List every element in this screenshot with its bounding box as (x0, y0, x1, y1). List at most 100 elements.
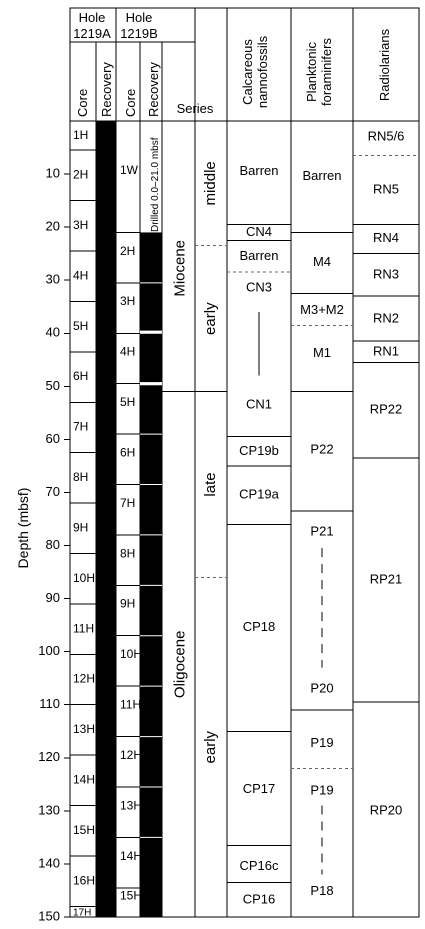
core-label-1219b: 1W (120, 163, 139, 177)
radiolarian-zone-label: RN1 (373, 343, 399, 358)
depth-axis-label: Depth (mbsf) (15, 488, 31, 569)
radiolarian-zone-label: RN5 (373, 181, 399, 196)
depth-tick-label: 130 (38, 802, 60, 817)
forams-zone-label: M4 (313, 254, 331, 269)
series-label: Miocene (171, 240, 188, 297)
core-label-1219b: 8H (120, 546, 135, 560)
hole-b-title-line1: Hole (126, 10, 153, 25)
core-label-1219a: 15H (73, 823, 95, 837)
nanno-zone-label: CP19b (239, 443, 279, 458)
depth-tick-label: 150 (38, 908, 60, 923)
forams-zone-label: M1 (313, 345, 331, 360)
hole-b-title-line2: 1219B (120, 26, 158, 41)
label-layer: 10 20 30 40 50 60 70 80 90 100 110 120 130 140 150 1H 2H… (38, 128, 404, 924)
radiolarian-zone-label: RN2 (373, 310, 399, 325)
forams-range-label: P20 (310, 680, 333, 695)
core-label-1219b: 9H (120, 597, 135, 611)
subseries-label: middle (202, 161, 219, 205)
core-label-1219a: 14H (73, 773, 95, 787)
nanno-zone-label: CP17 (243, 781, 276, 796)
nanno-zone-label: CP18 (243, 619, 276, 634)
radiolarian-zone-label: RP21 (370, 571, 403, 586)
forams-zone-label: Barren (302, 168, 341, 183)
subseries-label: late (202, 472, 219, 496)
forams-zone-label: P19 (310, 783, 333, 798)
nanno-zone-label: Barren (239, 163, 278, 178)
hole-a-title-line1: Hole (79, 10, 106, 25)
depth-tick-label: 90 (46, 590, 60, 605)
depth-tick-label: 50 (46, 378, 60, 393)
depth-tick-label: 70 (46, 484, 60, 499)
radiolarians-header: Radiolarians (377, 28, 392, 101)
core-label-1219a: 17H (73, 908, 91, 919)
nanno-zone-label: Barren (239, 248, 278, 263)
depth-tick-label: 110 (39, 696, 60, 711)
core-label-1219b: 3H (120, 294, 135, 308)
core-label-1219b: 14H (120, 849, 142, 863)
radiolarian-zone-label: RN4 (373, 230, 399, 245)
core-label-1219b: 5H (120, 395, 135, 409)
forams-header-line1: Planktonic (304, 42, 319, 102)
depth-tick-label: 40 (46, 325, 60, 340)
forams-range-label: P18 (310, 883, 333, 898)
core-label-1219a: 10H (73, 571, 95, 585)
core-label-1219a: 2H (73, 168, 88, 182)
grid-layer (64, 7, 420, 918)
hole-a-core-header: Core (75, 89, 90, 117)
core-label-1219b: 10H (120, 647, 142, 661)
drilled-note: Drilled 0.0–21.0 mbsf (150, 137, 161, 232)
core-label-1219a: 9H (73, 520, 88, 534)
hole-b-core-header: Core (123, 89, 138, 117)
radiolarian-zone-label: RN3 (373, 266, 399, 281)
nanno-zone-label: CP16c (239, 858, 279, 873)
nanno-zone-label: CP16 (243, 891, 276, 906)
core-label-1219a: 5H (73, 319, 88, 333)
subseries-label: early (202, 302, 219, 335)
forams-zone-label: P19 (310, 735, 333, 750)
recovery-fill-layer (96, 121, 162, 917)
nanno-header-line2: nannofossils (255, 35, 270, 108)
core-label-1219a: 16H (73, 873, 95, 887)
hole-a-title-line2: 1219A (73, 26, 111, 41)
nanno-range-label: CN1 (246, 396, 272, 411)
radiolarian-zone-label: RP22 (370, 402, 403, 417)
hole-a-recovery-header: Recovery (99, 62, 114, 117)
subseries-label: early (202, 730, 219, 763)
boundary-layer (162, 154, 419, 884)
depth-tick-label: 20 (46, 219, 60, 234)
recovery-gap-1219b (140, 330, 162, 334)
nanno-zone-label: CN3 (246, 280, 272, 295)
depth-tick-label: 120 (38, 749, 60, 764)
core-label-1219a: 13H (73, 722, 95, 736)
core-label-1219a: 8H (73, 470, 88, 484)
core-label-1219b: 4H (120, 345, 135, 359)
recovery-bar-1219a (96, 121, 116, 917)
forams-zone-label: P21 (310, 524, 333, 539)
core-label-1219a: 7H (73, 420, 88, 434)
core-label-1219a: 1H (73, 128, 88, 142)
depth-tick-label: 10 (46, 166, 60, 181)
forams-zone-label: M3+M2 (300, 302, 344, 317)
core-label-1219b: 13H (120, 798, 142, 812)
recovery-bar-1219b (140, 232, 162, 917)
core-label-1219b: 12H (120, 748, 142, 762)
core-label-1219b: 2H (120, 244, 135, 258)
depth-tick-label: 140 (38, 855, 60, 870)
core-label-1219b: 15H (120, 889, 142, 903)
core-label-1219b: 7H (120, 496, 135, 510)
core-label-1219b: 11H (120, 698, 141, 712)
depth-tick-label: 60 (46, 431, 60, 446)
nanno-zone-label: CN4 (246, 224, 272, 239)
nanno-header-line1: Calcareous (240, 39, 255, 105)
core-label-1219a: 3H (73, 218, 88, 232)
core-label-1219a: 6H (73, 369, 88, 383)
core-label-1219b: 6H (120, 445, 135, 459)
core-label-1219a: 12H (73, 672, 95, 686)
core-label-1219a: 11H (73, 621, 94, 635)
radiolarian-zone-label: RN5/6 (368, 128, 405, 143)
forams-header-line2: foraminifers (319, 38, 334, 106)
depth-tick-label: 80 (46, 537, 60, 552)
frame-border (69, 7, 420, 918)
series-label: Oligocene (171, 631, 188, 699)
